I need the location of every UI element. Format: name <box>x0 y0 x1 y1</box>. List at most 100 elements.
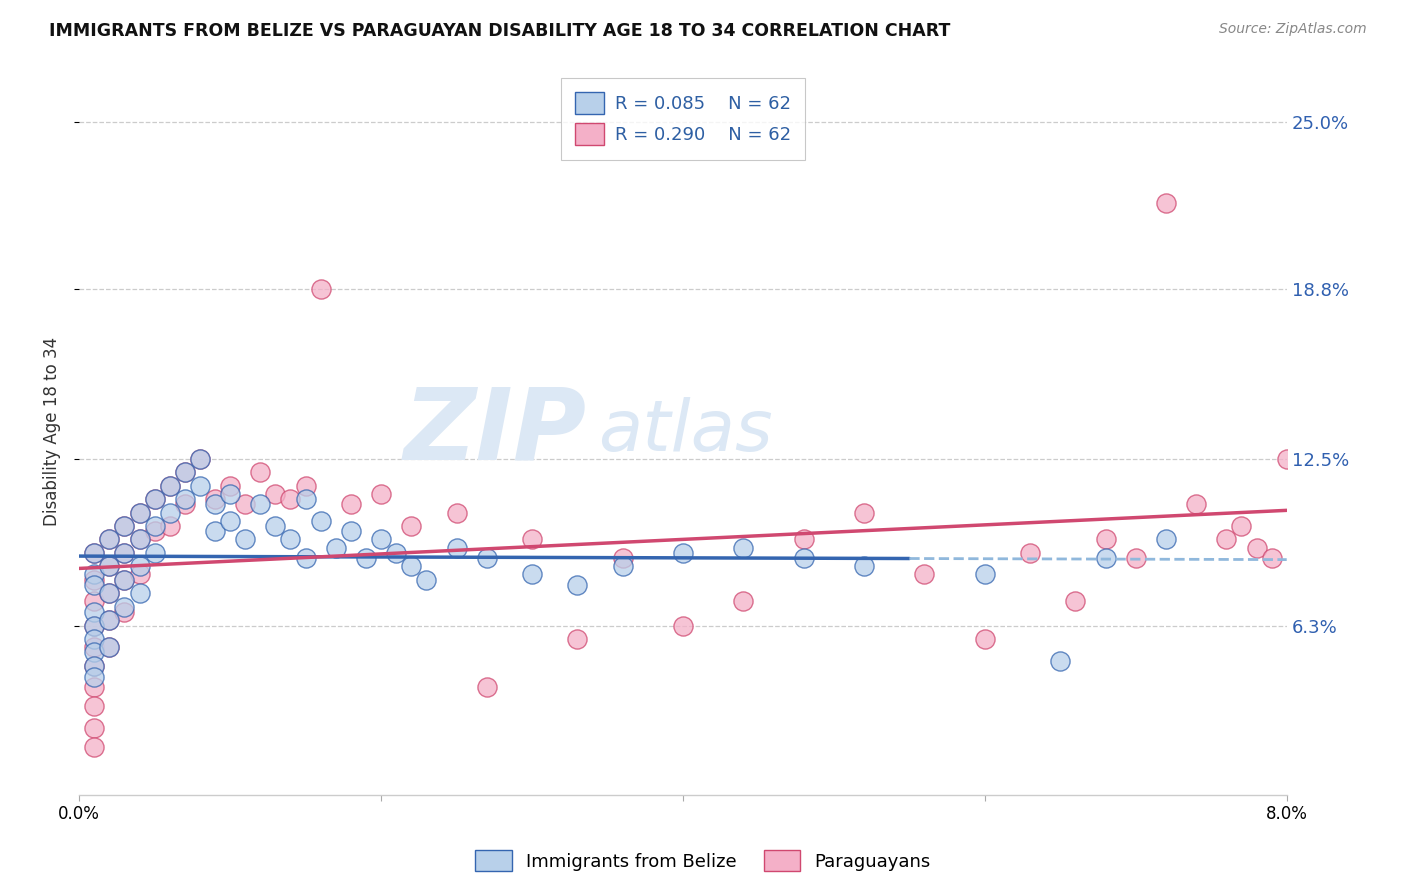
Point <box>612 559 634 574</box>
Point <box>83 578 105 592</box>
Point <box>370 533 392 547</box>
Point <box>567 578 589 592</box>
Point <box>83 721 105 735</box>
Point <box>219 486 242 500</box>
Point <box>143 524 166 539</box>
Point <box>114 573 136 587</box>
Point <box>83 645 105 659</box>
Point <box>370 486 392 500</box>
Point <box>188 478 211 492</box>
Point <box>446 541 468 555</box>
Point <box>1185 498 1208 512</box>
Point <box>280 491 302 506</box>
Point <box>159 519 181 533</box>
Point <box>114 605 136 619</box>
Point <box>1019 546 1042 560</box>
Point <box>567 632 589 646</box>
Point <box>204 498 226 512</box>
Point <box>1094 533 1116 547</box>
Point <box>83 659 105 673</box>
Point <box>415 573 437 587</box>
Point <box>853 506 876 520</box>
Point <box>294 551 316 566</box>
Point <box>264 519 287 533</box>
Point <box>354 551 377 566</box>
Point <box>114 519 136 533</box>
Point <box>219 514 242 528</box>
Point <box>1125 551 1147 566</box>
Point <box>114 573 136 587</box>
Point <box>1215 533 1237 547</box>
Point <box>1275 451 1298 466</box>
Point <box>173 498 195 512</box>
Point <box>98 640 121 654</box>
Point <box>98 613 121 627</box>
Point <box>309 514 332 528</box>
Point <box>159 478 181 492</box>
Point <box>143 519 166 533</box>
Point <box>1154 533 1177 547</box>
Point <box>83 699 105 714</box>
Text: IMMIGRANTS FROM BELIZE VS PARAGUAYAN DISABILITY AGE 18 TO 34 CORRELATION CHART: IMMIGRANTS FROM BELIZE VS PARAGUAYAN DIS… <box>49 22 950 40</box>
Text: Source: ZipAtlas.com: Source: ZipAtlas.com <box>1219 22 1367 37</box>
Point <box>733 594 755 608</box>
Point <box>83 681 105 695</box>
Point <box>83 632 105 646</box>
Point <box>188 451 211 466</box>
Legend: Immigrants from Belize, Paraguayans: Immigrants from Belize, Paraguayans <box>468 843 938 879</box>
Point <box>1094 551 1116 566</box>
Point <box>128 559 150 574</box>
Point <box>520 533 543 547</box>
Point <box>128 533 150 547</box>
Point <box>1230 519 1253 533</box>
Point <box>98 559 121 574</box>
Point <box>83 546 105 560</box>
Point <box>83 594 105 608</box>
Point <box>249 465 271 479</box>
Point <box>159 506 181 520</box>
Point <box>98 613 121 627</box>
Point <box>128 533 150 547</box>
Point <box>204 524 226 539</box>
Point <box>264 486 287 500</box>
Point <box>114 546 136 560</box>
Point <box>173 465 195 479</box>
Point <box>475 551 498 566</box>
Point <box>98 533 121 547</box>
Point <box>83 546 105 560</box>
Point <box>188 451 211 466</box>
Point <box>128 506 150 520</box>
Point <box>98 586 121 600</box>
Point <box>83 640 105 654</box>
Point <box>143 546 166 560</box>
Point <box>249 498 271 512</box>
Point <box>914 567 936 582</box>
Point <box>233 533 256 547</box>
Point <box>340 498 363 512</box>
Point <box>204 491 226 506</box>
Point <box>973 567 995 582</box>
Point <box>385 546 408 560</box>
Point <box>446 506 468 520</box>
Point <box>98 533 121 547</box>
Point <box>612 551 634 566</box>
Point <box>143 491 166 506</box>
Point <box>83 573 105 587</box>
Point <box>98 559 121 574</box>
Point <box>1260 551 1282 566</box>
Point <box>672 546 695 560</box>
Point <box>128 567 150 582</box>
Point <box>128 586 150 600</box>
Point <box>853 559 876 574</box>
Point <box>793 533 815 547</box>
Point <box>1064 594 1087 608</box>
Legend: R = 0.085    N = 62, R = 0.290    N = 62: R = 0.085 N = 62, R = 0.290 N = 62 <box>561 78 806 160</box>
Text: atlas: atlas <box>599 397 773 467</box>
Point <box>399 519 422 533</box>
Point <box>98 640 121 654</box>
Point <box>159 478 181 492</box>
Point <box>1154 196 1177 211</box>
Point <box>219 478 242 492</box>
Point <box>325 541 347 555</box>
Point <box>340 524 363 539</box>
